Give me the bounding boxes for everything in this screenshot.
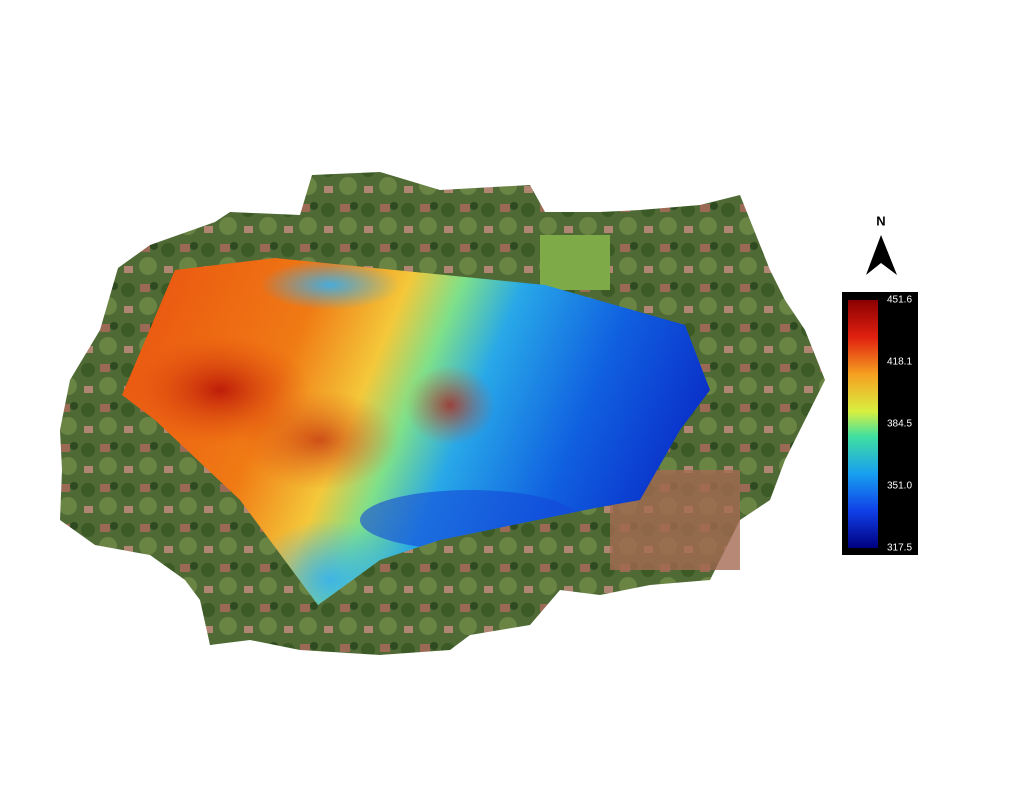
legend-label: 418.1 [887,357,912,368]
legend-label: 451.6 [887,295,912,306]
color-ramp [848,300,878,548]
field [540,235,610,290]
north-arrow: N [866,213,897,275]
north-arrow-shape [866,235,897,275]
north-label: N [876,213,885,228]
legend: 451.6 418.1 384.5 351.0 317.5 [842,292,918,555]
legend-label: 317.5 [887,543,912,554]
legend-label: 351.0 [887,481,912,492]
legend-label: 384.5 [887,419,912,430]
